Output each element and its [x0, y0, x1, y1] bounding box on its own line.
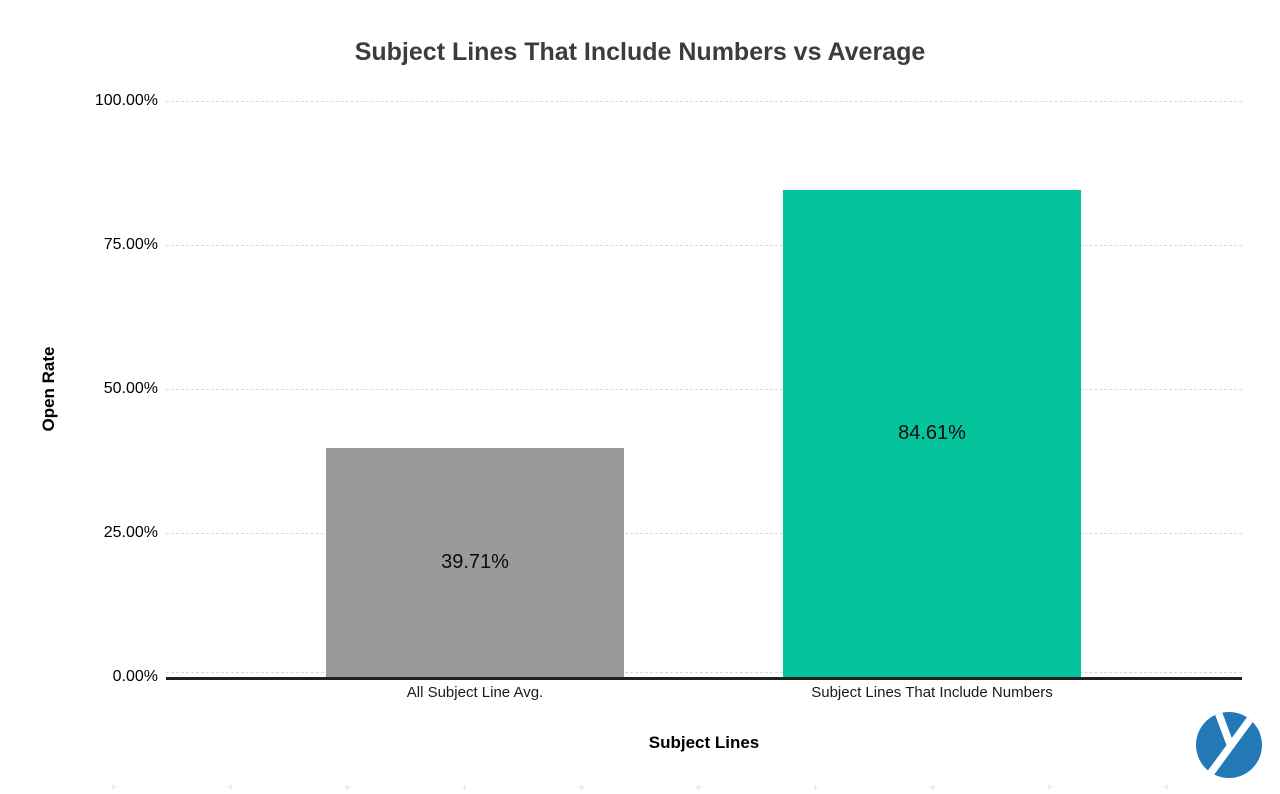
gridline	[166, 672, 1242, 673]
category-label: All Subject Line Avg.	[406, 684, 544, 701]
gridline	[166, 101, 1242, 102]
bar-value-label: 84.61%	[898, 422, 966, 444]
tick-mark-decoration: +	[227, 783, 234, 794]
x-axis-title: Subject Lines	[648, 733, 760, 752]
tick-mark-decoration: +	[1163, 783, 1170, 794]
plot-area: 39.71% 84.61%	[166, 101, 1242, 680]
y-tick-label: 100.00%	[94, 92, 158, 109]
yesware-logo-icon	[1196, 712, 1262, 778]
bar-value-label: 39.71%	[441, 551, 509, 573]
gridline	[166, 389, 1242, 390]
gridline	[166, 245, 1242, 246]
y-tick-label: 75.00%	[103, 236, 158, 253]
tick-mark-decoration: +	[695, 783, 702, 794]
yesware-logo	[1196, 712, 1262, 778]
y-tick-label: 25.00%	[103, 524, 158, 541]
bar: 39.71%	[326, 448, 624, 677]
bar: 84.61%	[783, 190, 1081, 677]
gridline	[166, 533, 1242, 534]
y-tick-label: 50.00%	[103, 380, 158, 397]
chart-title: Subject Lines That Include Numbers vs Av…	[354, 38, 926, 66]
tick-mark-decoration: +	[344, 783, 351, 794]
tick-mark-decoration: +	[461, 783, 468, 794]
tick-mark-decoration: +	[812, 783, 819, 794]
tick-mark-decoration: +	[1046, 783, 1053, 794]
category-label: Subject Lines That Include Numbers	[811, 684, 1053, 701]
tick-mark-decoration: +	[929, 783, 936, 794]
tick-mark-decoration: +	[578, 783, 585, 794]
y-tick-label: 0.00%	[112, 668, 158, 685]
tick-mark-decoration: +	[110, 783, 117, 794]
